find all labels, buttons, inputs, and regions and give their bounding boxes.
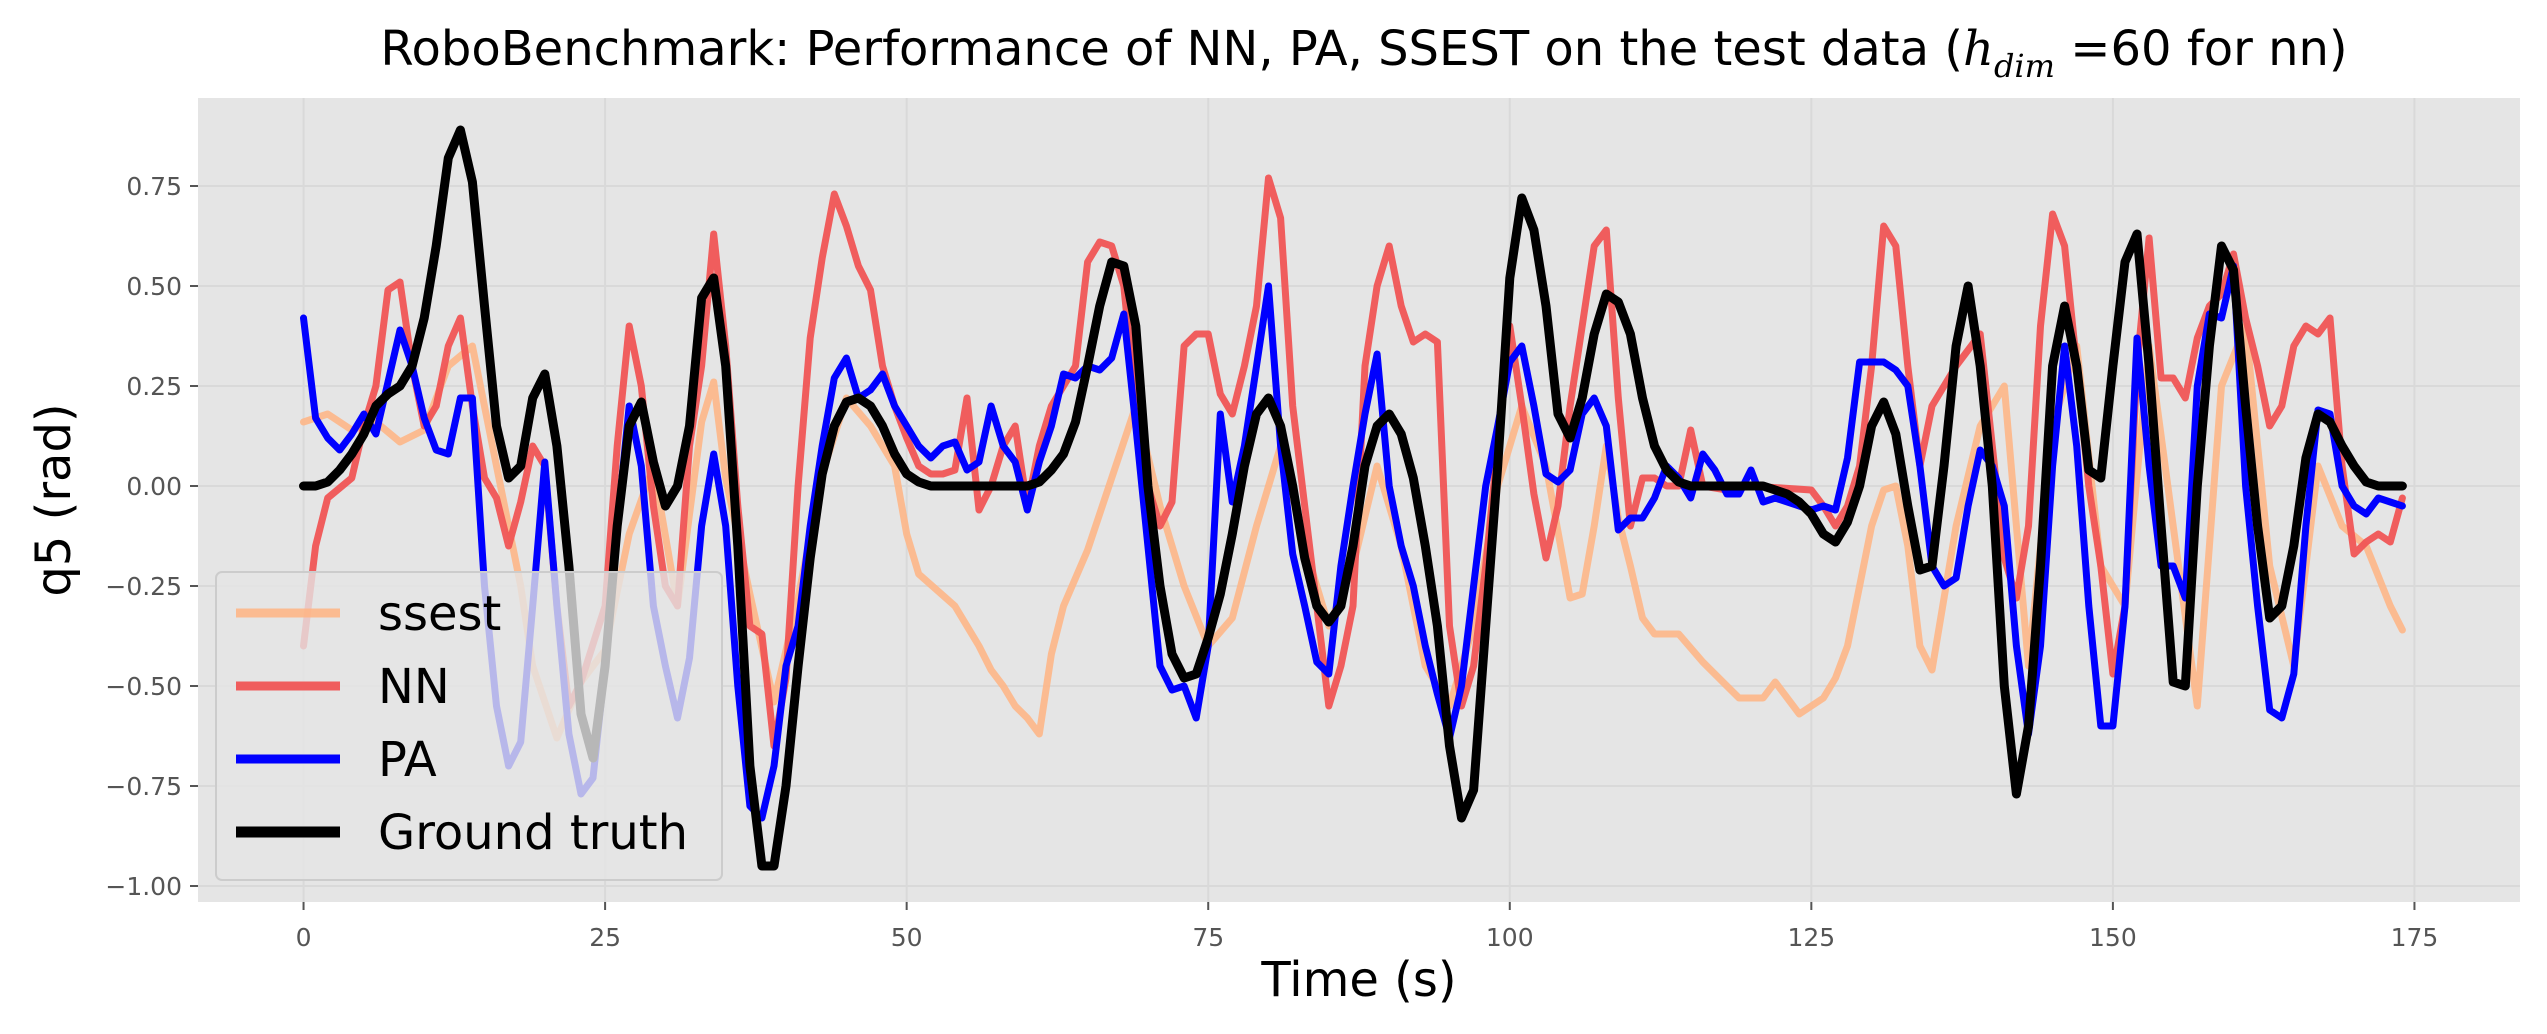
legend-label: PA: [378, 732, 437, 788]
legend-label: Ground truth: [378, 805, 688, 861]
x-tick-label: 50: [891, 923, 923, 952]
y-tick-label: 0.00: [126, 472, 182, 501]
y-tick-label: −0.50: [105, 672, 182, 701]
legend-label: ssest: [378, 586, 501, 642]
tick-labels: 0 25 50 75 100 125 150 175 −1.00 −0.75 −0.50 −0.25 0…: [105, 172, 2438, 952]
chart-title-prefix: RoboBenchmark: Performance of NN, PA, SS…: [380, 21, 1963, 77]
legend-label: NN: [378, 659, 450, 715]
chart-title-suffix: =60 for nn): [2055, 21, 2348, 77]
series-line-pa: [300, 262, 2406, 822]
chart-title-var: h: [1963, 21, 1994, 77]
chart-title-subscript: dim: [1994, 47, 2055, 85]
y-tick-label: −0.25: [105, 572, 182, 601]
y-tick-label: 0.75: [126, 172, 182, 201]
series-layer: [299, 125, 2407, 871]
y-tick-label: 0.25: [126, 372, 182, 401]
x-tick-label: 125: [1787, 923, 1835, 952]
x-tick-label: 75: [1192, 923, 1224, 952]
x-tick-label: 100: [1486, 923, 1534, 952]
x-tick-label: 150: [2089, 923, 2137, 952]
y-tick-label: −0.75: [105, 772, 182, 801]
series-line-ground-truth: [299, 125, 2407, 871]
legend-frame: [215, 571, 723, 881]
y-tick-label: −1.00: [105, 872, 182, 901]
y-axis-label: q5 (rad): [26, 403, 82, 596]
x-axis-label: Time (s): [1260, 952, 1456, 1008]
grid-lines: [198, 98, 2520, 902]
x-tick-label: 175: [2391, 923, 2439, 952]
y-tick-label: 0.50: [126, 272, 182, 301]
x-tick-label: 25: [589, 923, 621, 952]
chart-title: RoboBenchmark: Performance of NN, PA, SS…: [380, 21, 2347, 85]
x-tick-label: 0: [296, 923, 312, 952]
legend: ssest NN PA Ground truth: [215, 571, 723, 881]
